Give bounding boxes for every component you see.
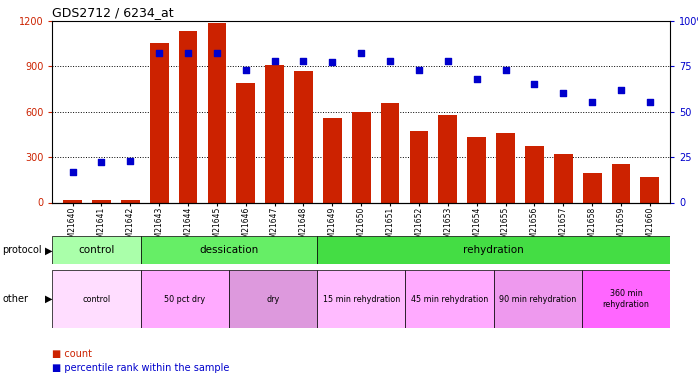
Point bbox=[616, 87, 627, 93]
Text: 45 min rehydration: 45 min rehydration bbox=[411, 295, 488, 304]
Bar bbox=[207, 23, 226, 202]
Point bbox=[96, 159, 107, 165]
Bar bbox=[294, 70, 313, 202]
Point bbox=[67, 169, 78, 175]
Point bbox=[586, 99, 597, 105]
Bar bbox=[317, 236, 670, 264]
Point bbox=[211, 50, 223, 56]
Bar bbox=[265, 64, 284, 203]
Bar bbox=[641, 177, 659, 203]
Point bbox=[471, 76, 482, 82]
Text: 15 min rehydration: 15 min rehydration bbox=[322, 295, 400, 304]
Point bbox=[443, 58, 454, 64]
Bar bbox=[583, 173, 602, 202]
Text: ▶: ▶ bbox=[45, 294, 53, 304]
Point bbox=[327, 60, 338, 66]
Text: 360 min
rehydration: 360 min rehydration bbox=[602, 290, 649, 309]
Point bbox=[240, 67, 251, 73]
Bar bbox=[229, 270, 317, 328]
Bar bbox=[52, 236, 140, 264]
Point bbox=[558, 90, 569, 96]
Point bbox=[529, 81, 540, 87]
Bar bbox=[52, 270, 140, 328]
Point bbox=[413, 67, 424, 73]
Bar bbox=[323, 118, 342, 202]
Bar bbox=[410, 130, 429, 203]
Text: dessication: dessication bbox=[199, 245, 258, 255]
Bar bbox=[496, 133, 515, 202]
Bar bbox=[140, 270, 229, 328]
Point bbox=[269, 58, 280, 64]
Bar bbox=[380, 103, 399, 202]
Text: rehydration: rehydration bbox=[463, 245, 524, 255]
Bar bbox=[493, 270, 582, 328]
Point bbox=[644, 99, 655, 105]
Bar bbox=[611, 164, 630, 202]
Point bbox=[355, 50, 366, 56]
Bar bbox=[237, 83, 255, 203]
Bar bbox=[525, 146, 544, 202]
Text: control: control bbox=[78, 245, 114, 255]
Text: ▶: ▶ bbox=[45, 245, 53, 255]
Text: ■ percentile rank within the sample: ■ percentile rank within the sample bbox=[52, 363, 230, 373]
Bar bbox=[179, 31, 198, 202]
Point bbox=[298, 58, 309, 64]
Bar bbox=[438, 115, 457, 202]
Point bbox=[125, 158, 136, 164]
Text: 90 min rehydration: 90 min rehydration bbox=[499, 295, 577, 304]
Point bbox=[182, 50, 193, 56]
Text: dry: dry bbox=[267, 295, 280, 304]
Bar bbox=[554, 154, 572, 203]
Bar bbox=[150, 44, 168, 203]
Bar bbox=[467, 136, 486, 202]
Bar bbox=[352, 112, 371, 202]
Text: GDS2712 / 6234_at: GDS2712 / 6234_at bbox=[52, 6, 174, 20]
Text: control: control bbox=[82, 295, 110, 304]
Bar bbox=[582, 270, 670, 328]
Point bbox=[385, 58, 396, 64]
Text: ■ count: ■ count bbox=[52, 350, 92, 359]
Text: other: other bbox=[2, 294, 28, 304]
Bar bbox=[121, 200, 140, 202]
Bar bbox=[64, 200, 82, 202]
Bar bbox=[140, 236, 317, 264]
Bar bbox=[317, 270, 406, 328]
Text: protocol: protocol bbox=[2, 245, 42, 255]
Text: 50 pct dry: 50 pct dry bbox=[164, 295, 205, 304]
Bar bbox=[92, 200, 111, 202]
Point bbox=[154, 50, 165, 56]
Bar bbox=[406, 270, 493, 328]
Point bbox=[500, 67, 511, 73]
